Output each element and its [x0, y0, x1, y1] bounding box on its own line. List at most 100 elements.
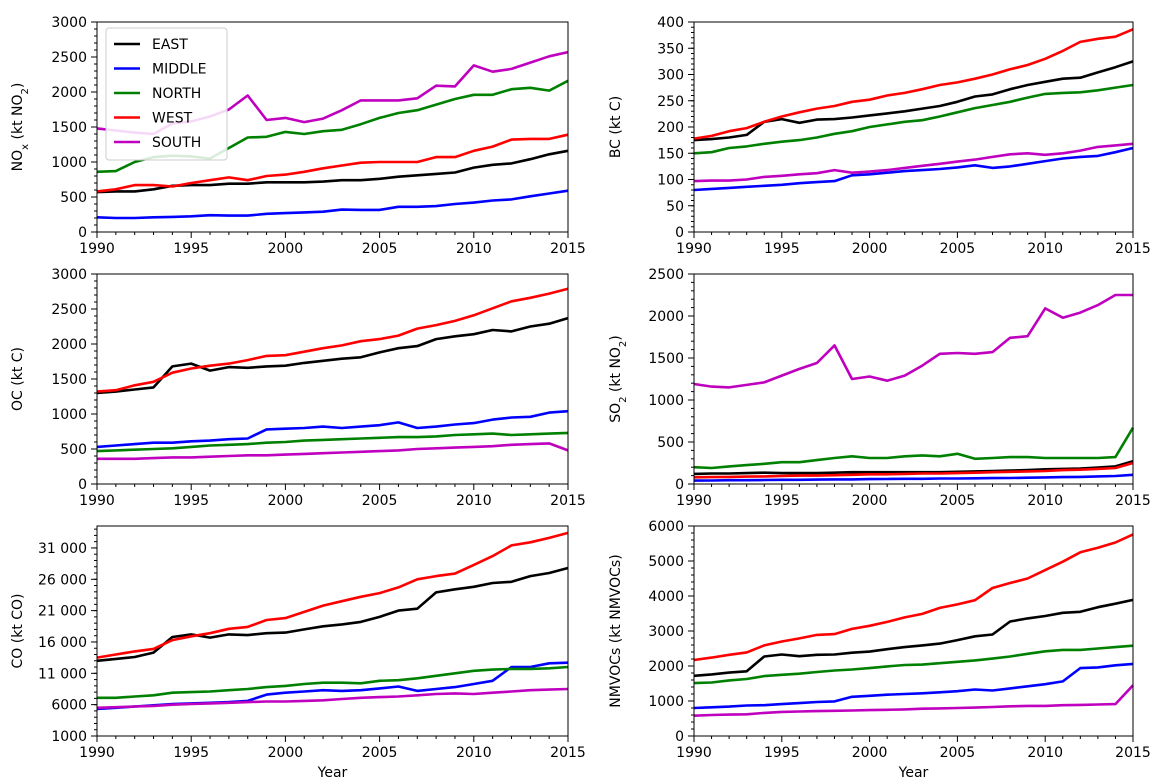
y-tick-label: 250 — [657, 94, 684, 110]
y-tick-label: 500 — [657, 435, 684, 451]
series-line-middle — [693, 662, 1134, 710]
series-line-east — [693, 598, 1134, 678]
y-tick-label: 100 — [657, 173, 684, 189]
y-axis-label: SO2 (kt NO2) — [608, 335, 629, 423]
y-tick-label: 0 — [675, 477, 684, 493]
y-tick-label: 3000 — [648, 624, 684, 640]
x-tick-label: 1990 — [79, 241, 115, 257]
x-axis-label: Year — [317, 765, 348, 781]
x-tick-label: 2005 — [940, 241, 976, 257]
y-tick-label: 2000 — [51, 337, 87, 353]
y-tick-label: 200 — [657, 120, 684, 136]
y-tick-label: 2000 — [648, 309, 684, 325]
panel-3: 1990 1995 2000 2005 2010 2015 0 500 1000 1500 2000… — [10, 267, 586, 509]
x-tick-label: 2010 — [456, 241, 492, 257]
panel-1: 1990 1995 2000 2005 2010 2015 0 500 1000 1500 2000… — [10, 15, 586, 257]
x-tick-label: 2005 — [362, 241, 398, 257]
y-axis-label: NOx (kt NO2) — [10, 83, 31, 172]
x-axis: 1990 1995 2000 2005 2010 2015 — [676, 484, 1150, 509]
panel-5: 1990 1995 2000 2005 2010 2015 1000 6000 11 000 16… — [10, 525, 586, 781]
x-tick-label: 2005 — [940, 493, 976, 509]
x-tick-label: 2000 — [852, 745, 888, 761]
y-tick-label: 1000 — [648, 694, 684, 710]
x-tick-label: 1990 — [676, 745, 712, 761]
legend-entry-east: EAST — [152, 37, 188, 53]
x-axis: 1990 1995 2000 2005 2010 2015 — [676, 736, 1150, 761]
x-tick-label: 1990 — [79, 493, 115, 509]
y-tick-label: 6000 — [51, 698, 87, 714]
x-axis: 1990 1995 2000 2005 2010 2015 — [79, 232, 586, 257]
series-line-south — [693, 684, 1134, 717]
y-tick-label: 21 000 — [38, 604, 87, 620]
y-axis: 0 50 100 150 200 250 300 350 400 — [657, 15, 694, 241]
series-line-west — [693, 533, 1134, 662]
y-tick-label: 350 — [657, 41, 684, 57]
y-axis: 1000 6000 11 000 16 000 21 000 26 000 31 000 — [38, 528, 97, 745]
y-tick-label: 11 000 — [38, 666, 87, 682]
y-tick-label: 26 000 — [38, 572, 87, 588]
x-tick-label: 1995 — [173, 241, 209, 257]
y-tick-label: 2000 — [51, 85, 87, 101]
y-tick-label: 31 000 — [38, 541, 87, 557]
x-tick-label: 2000 — [268, 493, 304, 509]
series-line-south — [97, 442, 569, 461]
x-tick-label: 1995 — [764, 745, 800, 761]
x-tick-label: 2015 — [550, 493, 586, 509]
y-tick-label: 1500 — [51, 120, 87, 136]
x-tick-label: 2000 — [268, 241, 304, 257]
y-tick-label: 1000 — [648, 393, 684, 409]
y-axis-label: BC (kt C) — [608, 96, 624, 158]
x-tick-label: 1995 — [173, 493, 209, 509]
legend-box — [105, 27, 228, 161]
x-tick-label: 2015 — [1115, 745, 1150, 761]
y-axis-label: NMVOCs (kt NMVOCs) — [608, 554, 624, 707]
y-axis: 0 500 1000 1500 2000 2500 3000 — [51, 15, 97, 241]
x-tick-label: 2010 — [1027, 745, 1063, 761]
x-tick-label: 2000 — [852, 241, 888, 257]
y-tick-label: 2000 — [648, 659, 684, 675]
y-tick-label: 150 — [657, 146, 684, 162]
y-tick-label: 4000 — [648, 589, 684, 605]
y-tick-label: 6000 — [648, 519, 684, 535]
y-tick-label: 500 — [60, 442, 87, 458]
series-line-west — [96, 287, 569, 393]
series-line-west — [96, 531, 569, 659]
y-tick-label: 500 — [60, 190, 87, 206]
legend-entry-south: SOUTH — [152, 135, 201, 151]
legend-entry-west: WEST — [152, 111, 193, 127]
series-line-south — [693, 293, 1133, 389]
series-line-middle — [96, 189, 569, 220]
y-tick-label: 2500 — [648, 267, 684, 283]
y-tick-label: 0 — [675, 225, 684, 241]
x-tick-label: 1990 — [79, 745, 115, 761]
y-tick-label: 1000 — [51, 729, 87, 745]
y-tick-label: 3000 — [51, 267, 87, 283]
axes-frame — [96, 525, 569, 737]
x-tick-label: 2015 — [550, 745, 586, 761]
x-tick-label: 2005 — [362, 493, 398, 509]
x-tick-label: 2015 — [1115, 493, 1150, 509]
y-tick-label: 1000 — [51, 155, 87, 171]
series-line-north — [96, 431, 569, 453]
x-axis: 1990 1995 2000 2005 2010 2015 — [79, 484, 586, 509]
x-tick-label: 2000 — [268, 745, 304, 761]
panel-6: 1990 1995 2000 2005 2010 2015 0 1000 2000 3000 400… — [608, 519, 1150, 781]
series-line-north — [693, 427, 1135, 470]
x-tick-label: 2010 — [456, 745, 492, 761]
series-line-east — [693, 60, 1134, 142]
x-tick-label: 2010 — [1027, 241, 1063, 257]
x-tick-label: 2010 — [1027, 493, 1063, 509]
series-line-middle — [96, 409, 569, 449]
x-tick-label: 1990 — [676, 241, 712, 257]
x-tick-label: 1995 — [173, 745, 209, 761]
legend: EAST MIDDLE NORTH WEST SOUTH — [105, 27, 228, 161]
y-axis: 0 1000 2000 3000 4000 5000 6000 — [648, 519, 694, 745]
y-tick-label: 0 — [78, 477, 87, 493]
y-tick-label: 400 — [657, 15, 684, 31]
x-tick-label: 2015 — [1115, 241, 1150, 257]
x-axis: 1990 1995 2000 2005 2010 2015 — [676, 232, 1150, 257]
series-line-middle — [693, 146, 1134, 192]
x-tick-label: 2010 — [456, 493, 492, 509]
y-tick-label: 16 000 — [38, 635, 87, 651]
